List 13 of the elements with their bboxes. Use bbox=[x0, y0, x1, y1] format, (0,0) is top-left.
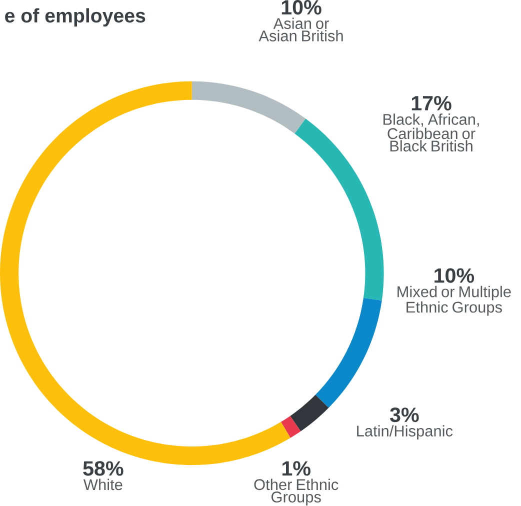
data-label: 10% bbox=[282, 0, 322, 15]
slice-label: White bbox=[83, 479, 122, 490]
data-label: 10% bbox=[434, 268, 474, 284]
slice-label: Other Ethnic Groups bbox=[254, 478, 338, 506]
data-label: 3% bbox=[390, 408, 419, 422]
slice-label: Latin/Hispanic bbox=[357, 425, 453, 440]
chart-title: e of employees bbox=[5, 8, 146, 27]
slice-label: Mixed or Multiple Ethnic Groups bbox=[398, 286, 511, 316]
slice-label: Asian or Asian British bbox=[258, 18, 343, 42]
slice-label: Black, African, Caribbean or Black British bbox=[383, 114, 479, 152]
data-label: 1% bbox=[282, 461, 310, 476]
data-label: 17% bbox=[412, 96, 452, 111]
data-label: 58% bbox=[83, 461, 124, 476]
